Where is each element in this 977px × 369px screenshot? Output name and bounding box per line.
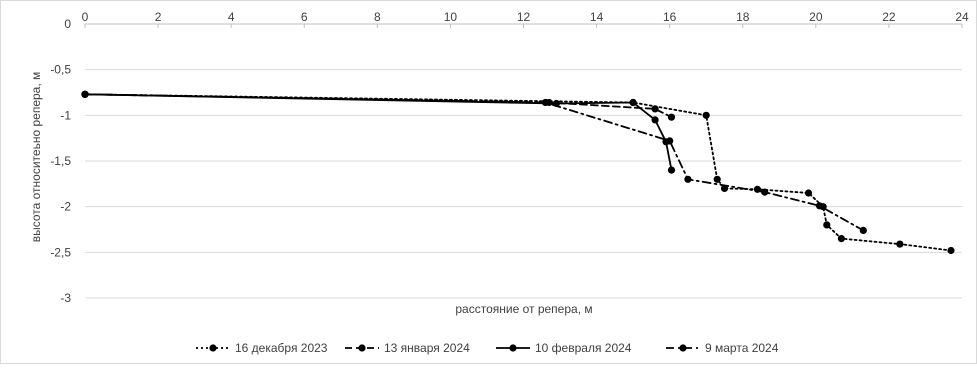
data-point [666, 137, 674, 145]
y-axis-title: высота относитеьно репера, м [29, 72, 43, 243]
x-tick-label: 14 [590, 10, 604, 24]
x-tick-label: 18 [736, 10, 750, 24]
data-point [702, 111, 710, 119]
data-point [947, 246, 955, 255]
data-point [713, 175, 721, 183]
data-point [81, 90, 89, 98]
data-point [667, 166, 676, 174]
series-line [84, 93, 673, 171]
data-point [859, 226, 867, 234]
data-point [815, 202, 824, 210]
series-3 [81, 90, 676, 174]
y-tick-label: -2,5 [50, 245, 71, 259]
y-tick-label: -3 [60, 291, 71, 305]
series-lines [81, 90, 955, 255]
y-tick-label: -1,5 [50, 154, 71, 168]
x-tick-label: 4 [228, 10, 235, 24]
legend-entry: 9 марта 2024 [666, 341, 779, 355]
x-tick-label: 6 [301, 10, 308, 24]
legend: 16 декабря 2023 13 января 2024 10 февраля … [196, 341, 779, 355]
gridlines [85, 69, 962, 299]
legend-label: 13 января 2024 [384, 341, 470, 355]
legend-entry: 16 декабря 2023 [196, 341, 328, 355]
legend-label: 9 марта 2024 [705, 341, 779, 355]
legend-marker [679, 344, 687, 352]
legend-entry: 13 января 2024 [345, 341, 470, 355]
tick-labels: 0-0,5-1-1,5-2-2,5-30 2 4 6 8 10 12 14 16 18 20 22 24 [50, 10, 969, 305]
y-tick-label: 0 [64, 17, 71, 31]
axes [84, 23, 963, 28]
data-point [761, 188, 769, 196]
x-tick-label: 8 [374, 10, 381, 24]
legend-marker [358, 344, 366, 352]
legend-entry: 10 февраля 2024 [496, 341, 632, 355]
data-point [823, 221, 831, 229]
data-point [804, 189, 813, 197]
y-tick-label: -0,5 [50, 63, 71, 77]
x-tick-label: 24 [955, 10, 969, 24]
y-tick-label: -2 [60, 200, 71, 214]
x-tick-label: 20 [809, 10, 823, 24]
series-4 [81, 90, 867, 234]
x-tick-label: 2 [155, 10, 162, 24]
legend-label: 16 декабря 2023 [235, 341, 328, 355]
legend-marker [209, 344, 217, 352]
data-point [684, 175, 692, 183]
x-axis-title: расстояние от репера, м [455, 302, 592, 316]
x-tick-label: 22 [882, 10, 896, 24]
x-tick-label: 10 [444, 10, 458, 24]
data-point [667, 113, 676, 121]
x-tick-label: 16 [663, 10, 677, 24]
data-point [651, 116, 659, 124]
data-point [541, 98, 550, 107]
y-tick-label: -1 [60, 108, 71, 122]
legend-marker [509, 344, 517, 352]
data-point [651, 105, 659, 113]
legend-label: 10 февраля 2024 [535, 341, 632, 355]
series-1 [81, 90, 955, 255]
data-point [896, 240, 904, 248]
data-point [629, 98, 637, 107]
series-line [84, 93, 952, 252]
x-tick-label: 12 [517, 10, 531, 24]
data-point [837, 235, 846, 243]
x-tick-label: 0 [82, 10, 89, 24]
